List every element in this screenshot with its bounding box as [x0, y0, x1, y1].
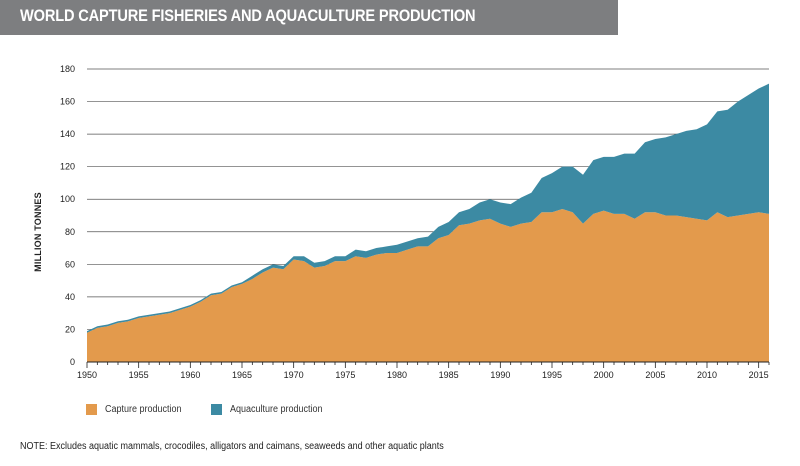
- legend-label-capture: Capture production: [105, 404, 182, 415]
- x-tick-label: 1985: [439, 370, 459, 380]
- x-tick-label: 1980: [387, 370, 407, 380]
- y-tick-labels: 0 20 40 60 80 100 120 140 160 180: [60, 64, 75, 367]
- y-tick-label: 80: [65, 227, 75, 237]
- axes: [86, 361, 770, 368]
- legend-item-aquaculture: Aquaculture production: [211, 404, 333, 415]
- y-tick-label: 40: [65, 292, 75, 302]
- x-tick-label: 2005: [645, 370, 665, 380]
- y-tick-label: 60: [65, 259, 75, 269]
- y-tick-label: 100: [60, 194, 75, 204]
- x-tick-label: 1990: [490, 370, 510, 380]
- x-tick-label: 1995: [542, 370, 562, 380]
- title-banner: WORLD CAPTURE FISHERIES AND AQUACULTURE …: [0, 0, 618, 35]
- x-tick-label: 1960: [180, 370, 200, 380]
- area-series-capture: [87, 208, 769, 362]
- x-tick-label: 1955: [129, 370, 149, 380]
- legend-label-aquaculture: Aquaculture production: [230, 404, 323, 415]
- aquaculture-swatch-icon: [211, 404, 222, 415]
- y-tick-label: 180: [60, 64, 75, 74]
- y-tick-label: 160: [60, 97, 75, 107]
- y-tick-label: 140: [60, 129, 75, 139]
- data-areas: [87, 83, 769, 362]
- legend-item-capture: Capture production: [86, 404, 190, 415]
- y-tick-label: 120: [60, 162, 75, 172]
- x-tick-label: 2015: [749, 370, 769, 380]
- x-tick-label: 1975: [335, 370, 355, 380]
- x-tick-label: 1965: [232, 370, 252, 380]
- footnote: NOTE: Excludes aquatic mammals, crocodil…: [20, 441, 444, 452]
- x-tick-label: 2000: [594, 370, 614, 380]
- chart-title: WORLD CAPTURE FISHERIES AND AQUACULTURE …: [20, 6, 476, 25]
- area-series-aquaculture: [87, 83, 769, 333]
- y-tick-label: 20: [65, 324, 75, 334]
- x-tick-label: 1970: [284, 370, 304, 380]
- x-tick-label: 2010: [697, 370, 717, 380]
- y-axis-title: MILLION TONNES: [33, 192, 43, 272]
- x-tick-label: 1950: [77, 370, 97, 380]
- y-tick-label: 0: [70, 357, 75, 367]
- x-tick-labels: 1950 1955 1960 1965 1970 1975 1980 1985 1990 1995…: [77, 370, 769, 380]
- capture-swatch-icon: [86, 404, 97, 415]
